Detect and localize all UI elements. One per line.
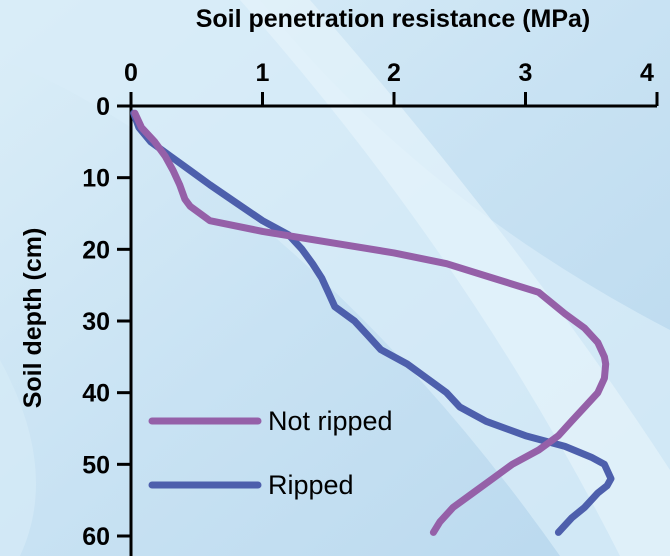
x-tick-label: 2 [387, 59, 401, 87]
series-line-not-ripped [131, 109, 610, 536]
y-tick-label: 10 [82, 165, 110, 193]
legend: Not ripped Ripped [148, 406, 393, 500]
x-tick-label: 1 [256, 59, 270, 87]
y-tick-label: 30 [82, 308, 110, 336]
series-line-ripped [130, 109, 615, 536]
legend-label-ripped: Ripped [268, 470, 354, 500]
y-tick-label: 50 [82, 451, 110, 479]
x-tick-label: 4 [640, 59, 654, 87]
x-tick-label: 0 [124, 59, 138, 87]
y-tick-label: 60 [82, 523, 110, 551]
y-tick-label: 40 [82, 380, 110, 408]
x-tick-label: 3 [519, 59, 533, 87]
y-tick-label: 0 [96, 93, 110, 121]
legend-label-not-ripped: Not ripped [268, 406, 393, 436]
y-axis-title: Soil depth (cm) [19, 228, 47, 409]
series-layer [130, 109, 615, 536]
y-axis-ticks: 0 10 20 30 40 50 60 [82, 93, 131, 551]
x-axis-title: Soil penetration resistance (MPa) [196, 5, 591, 33]
x-axis-ticks: 0 1 2 3 4 [124, 59, 659, 106]
y-tick-label: 20 [82, 236, 110, 264]
